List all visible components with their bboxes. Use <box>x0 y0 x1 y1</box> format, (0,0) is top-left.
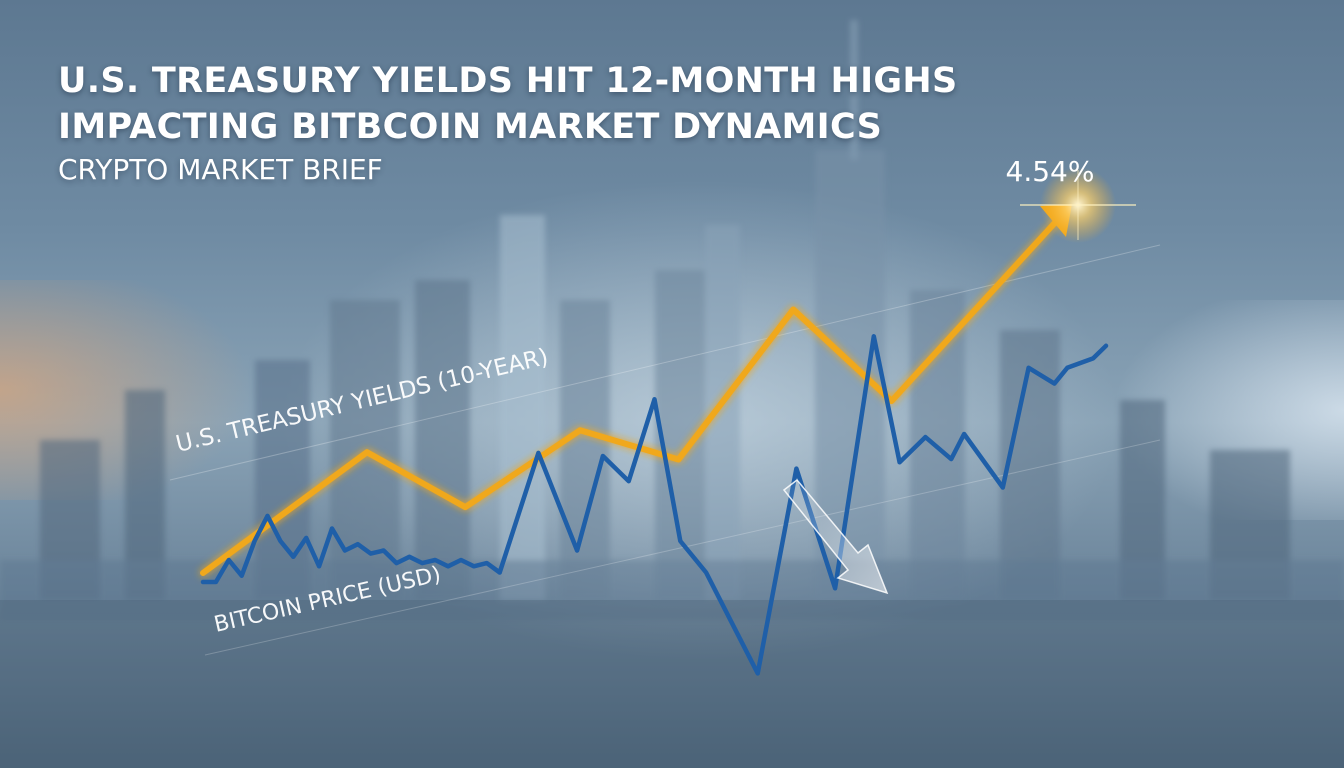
series-line-bitcoin-price <box>200 334 1109 676</box>
down-arrow-icon <box>782 478 889 595</box>
water-reflection <box>0 600 1344 768</box>
headline-line-2: IMPACTING BITBCOIN MARKET DYNAMICS <box>58 107 883 147</box>
series-line-treasury-yields <box>200 212 1065 576</box>
city-skyline <box>0 20 1344 620</box>
yield-end-value-label: 4.54% <box>1006 155 1095 188</box>
bitcoin-guide-line <box>204 439 1161 656</box>
headline-line-1: U.S. TREASURY YIELDS HIT 12-MONTH HIGHS <box>58 61 958 101</box>
subtitle: CRYPTO MARKET BRIEF <box>58 153 383 186</box>
